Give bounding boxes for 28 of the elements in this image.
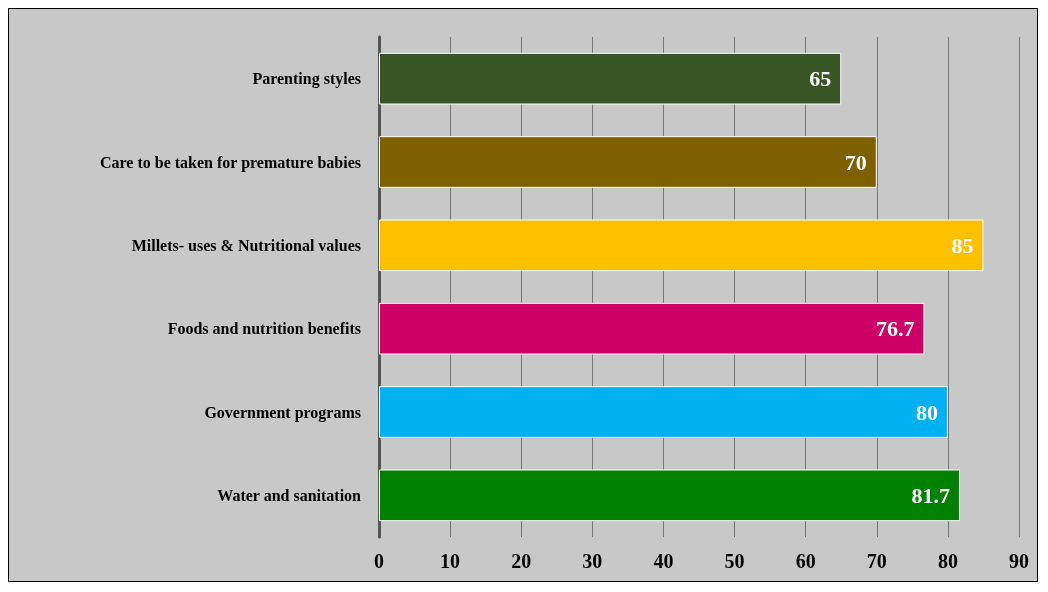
bar (379, 386, 948, 438)
data-label: 76.7 (875, 316, 915, 342)
bar (379, 219, 984, 272)
bar (379, 52, 842, 105)
x-tick-label: 40 (653, 550, 674, 572)
y-tick-label: Government programs (204, 403, 361, 422)
data-label: 81.7 (911, 482, 950, 508)
data-label: 65 (809, 66, 832, 92)
bar (379, 302, 925, 355)
x-tick-label: 20 (511, 550, 532, 572)
x-tick-label: 90 (1009, 550, 1029, 572)
x-tick-label: 80 (937, 550, 958, 572)
bar (379, 136, 877, 188)
y-tick-label: Water and sanitation (217, 486, 362, 504)
bar (379, 469, 960, 522)
x-tick-label: 30 (582, 550, 603, 572)
x-tick-label: 70 (866, 550, 887, 572)
x-tick-label: 0 (374, 550, 384, 572)
y-tick-label: Millets- uses & Nutritional values (131, 236, 361, 254)
data-label: 85 (951, 232, 974, 258)
x-tick-label: 60 (795, 550, 816, 572)
x-tick-label: 50 (724, 550, 745, 572)
y-tick-label: Care to be taken for premature babies (99, 153, 361, 172)
y-tick-label: Parenting styles (252, 70, 361, 89)
y-tick-label: Foods and nutrition benefits (167, 320, 361, 338)
data-label: 80 (915, 399, 938, 425)
data-label: 70 (844, 149, 867, 175)
x-tick-label: 10 (440, 550, 461, 572)
